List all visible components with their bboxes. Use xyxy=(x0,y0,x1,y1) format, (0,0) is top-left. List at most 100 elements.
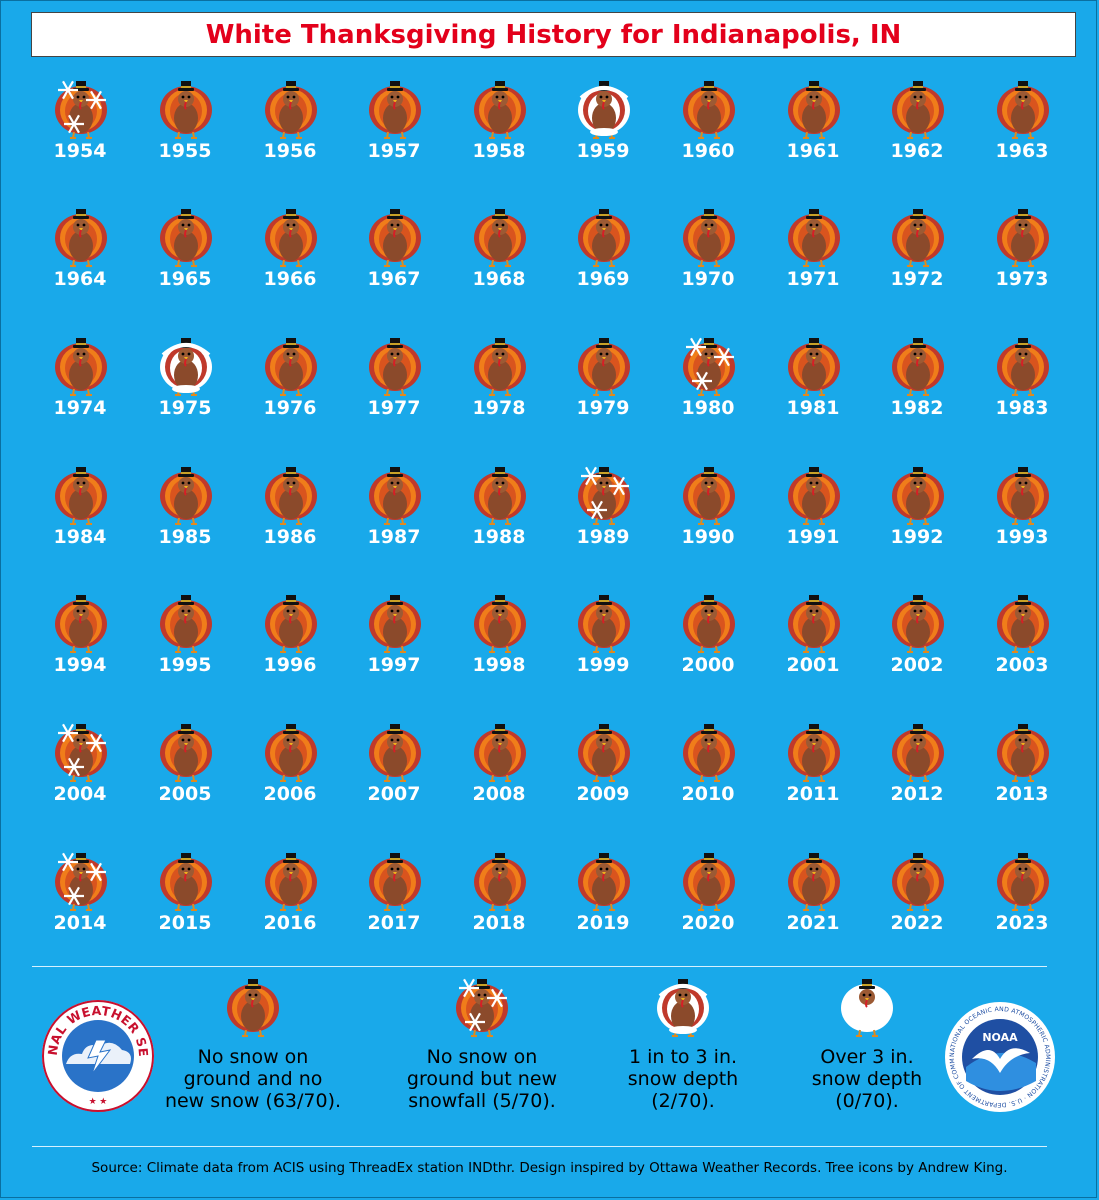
year-cell: 1995 xyxy=(135,594,235,704)
year-label: 2011 xyxy=(786,783,840,805)
year-label: 1954 xyxy=(53,140,107,162)
year-label: 1983 xyxy=(995,397,1049,419)
turkey-icon xyxy=(788,724,840,782)
turkey-icon xyxy=(474,338,526,396)
year-label: 1998 xyxy=(472,654,526,676)
year-label: 1994 xyxy=(53,654,107,676)
turkey-icon xyxy=(997,209,1049,267)
year-label: 1986 xyxy=(263,526,317,548)
turkey-icon xyxy=(265,209,317,267)
legend-label-line: snow depth xyxy=(811,1068,923,1090)
year-label: 1968 xyxy=(472,268,526,290)
year-cell: 1962 xyxy=(867,80,967,190)
turkey-icon xyxy=(55,595,107,653)
year-label: 2012 xyxy=(890,783,944,805)
turkey-icon xyxy=(369,853,421,911)
year-cell: 1996 xyxy=(240,594,340,704)
year-cell: 1997 xyxy=(344,594,444,704)
year-cell: 1961 xyxy=(763,80,863,190)
turkey-icon xyxy=(474,595,526,653)
title-box: White Thanksgiving History for Indianapo… xyxy=(31,12,1076,57)
turkey-icon xyxy=(474,724,526,782)
legend-label-line: (0/70). xyxy=(835,1090,899,1112)
year-cell: 1966 xyxy=(240,208,340,318)
year-cell: 1972 xyxy=(867,208,967,318)
divider-bottom xyxy=(32,1146,1047,1147)
year-cell: 1969 xyxy=(553,208,653,318)
year-label: 2002 xyxy=(890,654,944,676)
turkey-icon xyxy=(265,595,317,653)
turkey-icon xyxy=(369,338,421,396)
turkey-icon xyxy=(578,209,630,267)
year-cell: 2016 xyxy=(240,852,340,962)
turkey-icon xyxy=(55,467,107,525)
year-label: 1976 xyxy=(263,397,317,419)
year-label: 1997 xyxy=(367,654,421,676)
year-cell: 1970 xyxy=(658,208,758,318)
turkey-icon xyxy=(265,724,317,782)
year-cell: 1963 xyxy=(972,80,1072,190)
year-cell: 1965 xyxy=(135,208,235,318)
turkey-with-snowflakes-icon xyxy=(683,337,735,396)
divider-top xyxy=(32,966,1047,967)
turkey-icon xyxy=(55,209,107,267)
year-cell: 1955 xyxy=(135,80,235,190)
year-cell: 2020 xyxy=(658,852,758,962)
year-cell: 2019 xyxy=(553,852,653,962)
year-cell: 2000 xyxy=(658,594,758,704)
turkey-icon xyxy=(683,595,735,653)
turkey-icon xyxy=(369,467,421,525)
turkey-icon xyxy=(160,595,212,653)
year-label: 2003 xyxy=(995,654,1049,676)
year-label: 2007 xyxy=(367,783,421,805)
turkey-icon xyxy=(160,724,212,782)
year-cell: 1959 xyxy=(553,80,653,190)
year-cell: 2022 xyxy=(867,852,967,962)
turkey-icon xyxy=(892,853,944,911)
legend-label-line: snow depth xyxy=(627,1068,739,1090)
year-label: 1975 xyxy=(158,397,212,419)
turkey-icon xyxy=(265,338,317,396)
turkey-icon xyxy=(683,724,735,782)
year-label: 1977 xyxy=(367,397,421,419)
legend-label-line: (2/70). xyxy=(651,1090,715,1112)
year-label: 2016 xyxy=(263,912,317,934)
year-cell: 2004 xyxy=(30,723,130,833)
year-cell: 1989 xyxy=(553,466,653,576)
year-label: 1978 xyxy=(472,397,526,419)
year-cell: 2013 xyxy=(972,723,1072,833)
fully-snow-covered-turkey-icon xyxy=(841,979,893,1037)
turkey-icon xyxy=(892,724,944,782)
year-label: 1959 xyxy=(576,140,630,162)
year-label: 2005 xyxy=(158,783,212,805)
turkey-icon xyxy=(369,724,421,782)
legend-label-line: ground but new xyxy=(406,1068,558,1090)
legend-label: Over 3 in. snow depth (0/70). xyxy=(782,1046,952,1112)
legend-label: No snow on ground and no new snow (63/70). xyxy=(148,1046,358,1112)
turkey-icon xyxy=(265,467,317,525)
turkey-icon xyxy=(160,467,212,525)
turkey-icon xyxy=(227,979,279,1037)
svg-text:★ ★: ★ ★ xyxy=(89,1096,108,1106)
turkey-with-snowflakes-icon xyxy=(55,723,107,782)
turkey-icon xyxy=(997,724,1049,782)
turkey-icon xyxy=(369,81,421,139)
turkey-icon xyxy=(474,209,526,267)
year-cell: 1967 xyxy=(344,208,444,318)
year-cell: 1980 xyxy=(658,337,758,447)
year-label: 2019 xyxy=(576,912,630,934)
year-cell: 1985 xyxy=(135,466,235,576)
legend-label: No snow on ground but new snowfall (5/70). xyxy=(382,1046,582,1112)
year-cell: 2018 xyxy=(449,852,549,962)
year-cell: 2003 xyxy=(972,594,1072,704)
year-label: 1970 xyxy=(681,268,735,290)
year-label: 1988 xyxy=(472,526,526,548)
year-label: 1956 xyxy=(263,140,317,162)
year-label: 1987 xyxy=(367,526,421,548)
year-cell: 1954 xyxy=(30,80,130,190)
legend-label-line: No snow on xyxy=(197,1046,309,1068)
year-label: 2015 xyxy=(158,912,212,934)
year-label: 1989 xyxy=(576,526,630,548)
year-cell: 2007 xyxy=(344,723,444,833)
year-cell: 2001 xyxy=(763,594,863,704)
